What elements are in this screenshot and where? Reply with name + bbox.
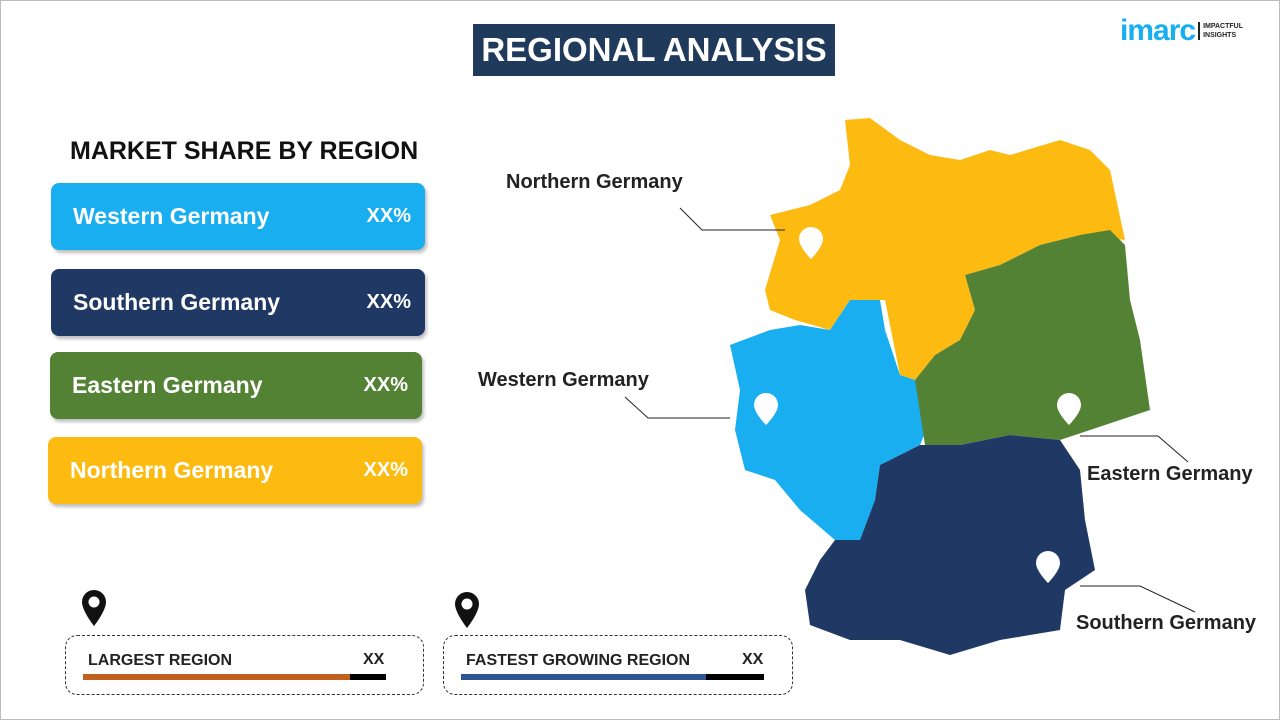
region-bar-southern: Southern Germany XX%	[51, 269, 425, 336]
map-pin-northern	[799, 227, 823, 259]
region-bar-northern: Northern Germany XX%	[48, 437, 422, 504]
map-region-western	[730, 300, 930, 540]
section-title: MARKET SHARE BY REGION	[70, 137, 419, 165]
fastest-region-bar	[461, 674, 764, 680]
map-pin-eastern	[1057, 393, 1081, 425]
map-pins	[754, 227, 1081, 583]
location-pin-icon	[455, 592, 479, 628]
map-pin-western	[754, 393, 778, 425]
largest-region-bar	[83, 674, 386, 680]
region-bar-western: Western Germany XX%	[51, 183, 425, 250]
map-region-eastern	[915, 230, 1150, 445]
region-bar-eastern: Eastern Germany XX%	[50, 352, 422, 419]
fastest-region-card: FASTEST GROWING REGION XX	[443, 635, 793, 695]
map-label-southern: Southern Germany	[1076, 612, 1257, 634]
map-region-northern	[765, 118, 1125, 380]
map-label-eastern: Eastern Germany	[1087, 463, 1253, 485]
map-label-northern: Northern Germany	[506, 171, 683, 193]
map-label-western: Western Germany	[478, 369, 649, 391]
location-pin-icon	[82, 590, 106, 626]
page-title: REGIONAL ANALYSIS	[473, 24, 835, 76]
imarc-logo: imarc IMPACTFUL INSIGHTS	[1120, 14, 1243, 47]
map-region-southern	[805, 435, 1095, 655]
map-pin-southern	[1036, 551, 1060, 583]
largest-region-card: LARGEST REGION XX	[65, 635, 424, 695]
